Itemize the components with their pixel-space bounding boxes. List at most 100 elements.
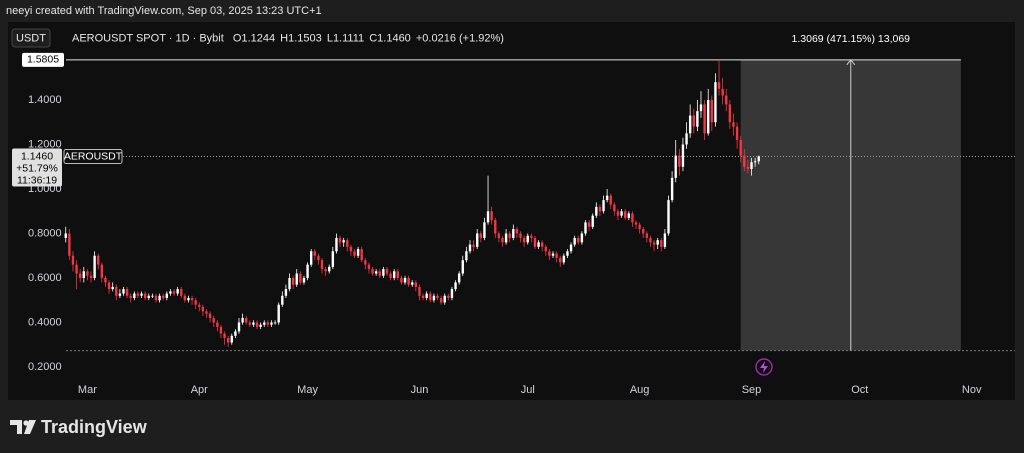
candle-body: [78, 273, 82, 278]
measure-top-tag-label: 1.5805: [27, 54, 59, 66]
legend-name: H: [280, 32, 288, 44]
candle-body: [605, 195, 609, 201]
legend-value: 1.1244: [241, 32, 275, 44]
candle-body: [728, 104, 732, 123]
candle-body: [631, 213, 634, 223]
legend-value: 1.1503: [288, 32, 322, 44]
candle-body: [457, 273, 461, 283]
candle-body: [721, 88, 724, 96]
candle-body: [162, 295, 165, 299]
candle-body: [198, 304, 201, 307]
candle-body: [739, 140, 742, 156]
currency[interactable]: USDT: [16, 32, 46, 44]
candle-body: [378, 271, 381, 276]
candle-body: [313, 251, 316, 256]
x-tick-label: Aug: [630, 384, 650, 396]
x-tick-label: Nov: [962, 384, 982, 396]
legend-change: +0.0216 (+1.92%): [416, 32, 504, 44]
candle-body: [328, 266, 331, 272]
symbol-tag-label: AEROUSDT: [64, 150, 123, 162]
y-tick-label: 0.8000: [28, 227, 62, 239]
candle-body: [429, 293, 432, 301]
candle-body: [656, 240, 659, 245]
candle-body: [208, 313, 212, 319]
chart-panel: [8, 22, 1015, 400]
candle-body: [595, 206, 598, 216]
x-tick-label: May: [297, 384, 318, 396]
candle-body: [439, 298, 443, 303]
candle-body: [331, 251, 335, 267]
measure-label: 1.3069 (471.15%) 13,069: [792, 33, 911, 45]
candle-body: [288, 277, 291, 290]
candle-body: [82, 271, 85, 278]
candle-body: [400, 277, 403, 283]
candle-body: [472, 244, 475, 247]
candle-body: [248, 322, 252, 325]
candle-body: [93, 255, 96, 278]
candle-body: [360, 249, 363, 261]
candle-body: [566, 251, 569, 256]
candle-body: [540, 242, 544, 247]
candle-body: [584, 222, 587, 234]
candle-body: [732, 122, 735, 127]
candle-body: [302, 277, 306, 283]
header: neeyi created with TradingView.com, Sep …: [6, 5, 322, 17]
candle-body: [638, 224, 641, 230]
candle-body: [129, 295, 132, 299]
candle-body: [753, 161, 757, 163]
candle-body: [223, 333, 226, 339]
candle-body: [382, 269, 385, 276]
event-icon[interactable]: [755, 358, 773, 376]
candle-body: [660, 240, 663, 247]
candle-body: [678, 155, 681, 167]
candle-body: [707, 99, 710, 134]
candle-body: [735, 126, 739, 141]
candle-body: [104, 277, 107, 283]
candle-body: [255, 322, 259, 327]
candle-body: [237, 322, 241, 332]
legend-name: O: [233, 32, 242, 44]
candle-body: [562, 255, 566, 263]
candle-body: [544, 246, 547, 252]
candle-body: [100, 264, 104, 278]
candle-body: [122, 289, 125, 294]
candle-body: [68, 233, 71, 256]
candle-body: [245, 318, 248, 323]
candle-body: [295, 273, 298, 285]
legend-name: C: [369, 32, 377, 44]
candle-body: [367, 264, 371, 270]
candle-body: [710, 99, 714, 123]
candle-body: [714, 82, 717, 123]
candle-body: [504, 233, 508, 243]
candle-body: [620, 211, 623, 216]
currency-box[interactable]: [11, 28, 51, 48]
candle-body: [551, 253, 555, 256]
candle-body: [277, 304, 280, 323]
symbol-tag: [63, 149, 123, 165]
candle-body: [89, 275, 93, 278]
candle-body: [364, 260, 367, 265]
candle-body: [483, 222, 486, 238]
candle-body: [320, 260, 324, 270]
candle-body: [613, 204, 616, 212]
x-tick-label: Sep: [742, 384, 762, 396]
candle-body: [602, 200, 605, 212]
candle-body: [425, 293, 428, 299]
candle-body: [342, 240, 345, 243]
candle-body: [385, 269, 389, 274]
candle-body: [259, 324, 262, 327]
candle-body: [273, 322, 277, 324]
candle-body: [688, 115, 692, 134]
candle-body: [216, 322, 219, 327]
legend-name: L: [327, 32, 333, 44]
candle-body: [580, 233, 584, 243]
candle-body: [201, 306, 205, 312]
candle-body: [569, 244, 573, 252]
candle-body: [750, 162, 753, 169]
candle-body: [407, 277, 410, 285]
candle-body: [717, 82, 721, 89]
candle-body: [432, 295, 436, 301]
candle-body: [338, 237, 342, 243]
candle-body: [118, 293, 122, 296]
candle-body: [519, 233, 522, 238]
